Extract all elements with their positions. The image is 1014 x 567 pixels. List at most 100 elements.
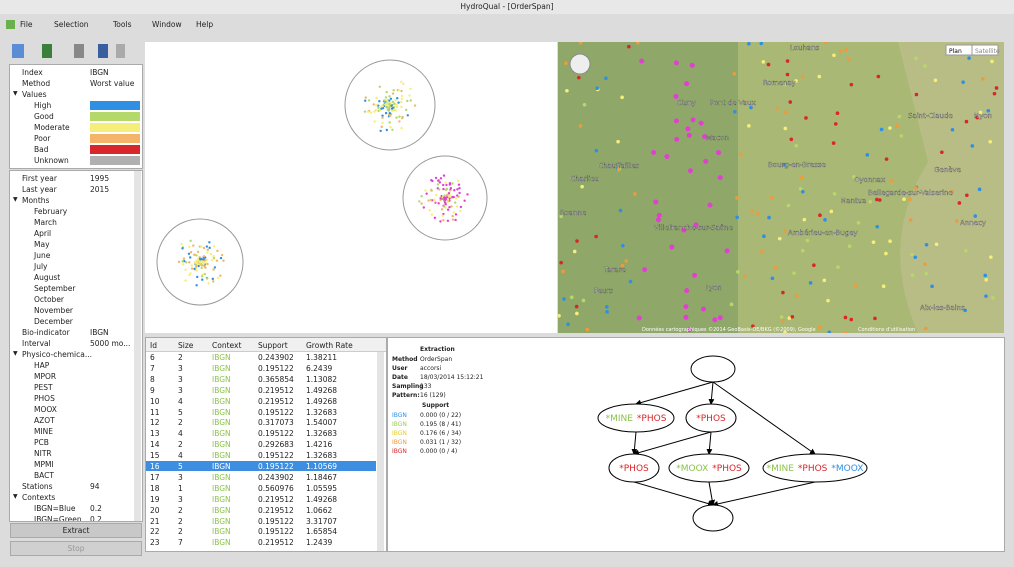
table-cell[interactable]: 1.32683 xyxy=(306,451,338,461)
table-cell[interactable]: IBGN xyxy=(212,385,231,395)
table-cell[interactable]: 23 xyxy=(150,538,160,548)
table-cell[interactable]: IBGN xyxy=(212,407,231,417)
table-cell[interactable]: 1.32683 xyxy=(306,429,338,439)
table-cell[interactable]: IBGN xyxy=(212,429,231,439)
table-cell[interactable]: 22 xyxy=(150,527,160,537)
toolbar[interactable] xyxy=(12,44,137,58)
table-cell[interactable]: IBGN xyxy=(212,472,231,482)
table-cell[interactable]: 1.49268 xyxy=(306,494,338,504)
table-cell[interactable]: 0.560976 xyxy=(258,483,294,493)
table-cell[interactable]: 1.2439 xyxy=(306,538,333,548)
table-cell[interactable]: 2 xyxy=(178,516,183,526)
table-cell[interactable]: 0.365854 xyxy=(258,374,294,384)
column-header[interactable]: Size xyxy=(178,341,194,350)
table-cell[interactable]: 0.219512 xyxy=(258,396,294,406)
table-cell[interactable]: 1 xyxy=(178,483,183,493)
table-cell[interactable]: 2 xyxy=(178,418,183,428)
table-cell[interactable]: 0.219512 xyxy=(258,538,294,548)
table-cell[interactable]: IBGN xyxy=(212,527,231,537)
menu-item[interactable]: Tools xyxy=(113,20,132,29)
table-cell[interactable]: 1.10569 xyxy=(306,462,338,471)
table-cell[interactable]: 1.49268 xyxy=(306,396,338,406)
table-cell[interactable]: 0.317073 xyxy=(258,418,294,428)
table-cell[interactable]: 1.65854 xyxy=(306,527,338,537)
button[interactable]: Stop xyxy=(10,541,142,556)
table-cell[interactable]: 4 xyxy=(178,451,183,461)
table-cell[interactable]: IBGN xyxy=(212,363,231,373)
table-cell[interactable]: 21 xyxy=(150,516,160,526)
table-cell[interactable]: 3 xyxy=(178,472,183,482)
table-cell[interactable]: IBGN xyxy=(212,483,231,493)
column-header[interactable]: Support xyxy=(258,341,288,350)
table-cell[interactable]: 9 xyxy=(150,385,155,395)
table-cell[interactable]: 0.219512 xyxy=(258,505,294,515)
table-cell[interactable]: 0.243902 xyxy=(258,353,294,362)
table-cell[interactable]: 1.4216 xyxy=(306,440,333,450)
table-cell[interactable]: IBGN xyxy=(212,353,231,362)
table-cell[interactable]: 3 xyxy=(178,374,183,384)
table-cell[interactable]: 3 xyxy=(178,363,183,373)
table-cell[interactable]: IBGN xyxy=(212,440,231,450)
table-cell[interactable]: 2 xyxy=(178,353,183,362)
table-cell[interactable]: 18 xyxy=(150,483,160,493)
table-cell[interactable]: 20 xyxy=(150,505,160,515)
table-cell[interactable]: IBGN xyxy=(212,538,231,548)
table-cell[interactable]: 16 xyxy=(150,462,160,471)
table-cell[interactable]: IBGN xyxy=(212,505,231,515)
table-cell[interactable]: 0.219512 xyxy=(258,385,294,395)
menu-item[interactable]: File xyxy=(20,20,33,29)
table-cell[interactable]: 4 xyxy=(178,429,183,439)
table-cell[interactable]: IBGN xyxy=(212,516,231,526)
table-cell[interactable]: 6 xyxy=(150,353,155,362)
table-cell[interactable]: 0.195122 xyxy=(258,516,294,526)
table-cell[interactable]: 15 xyxy=(150,451,160,461)
table-cell[interactable]: 0.195122 xyxy=(258,462,294,471)
menu-item[interactable]: Window xyxy=(152,20,182,29)
table-cell[interactable]: IBGN xyxy=(212,451,231,461)
table-cell[interactable]: 6.2439 xyxy=(306,363,333,373)
table-cell[interactable]: 0.195122 xyxy=(258,407,294,417)
table-cell[interactable]: 12 xyxy=(150,418,160,428)
table-cell[interactable]: 2 xyxy=(178,440,183,450)
table-cell[interactable]: IBGN xyxy=(212,396,231,406)
table-cell[interactable]: 3 xyxy=(178,494,183,504)
table-cell[interactable]: IBGN xyxy=(212,462,231,471)
table-cell[interactable]: 14 xyxy=(150,440,160,450)
column-header[interactable]: Growth Rate xyxy=(306,341,353,350)
table-cell[interactable]: IBGN xyxy=(212,374,231,384)
table-cell[interactable]: 0.195122 xyxy=(258,429,294,439)
table-cell[interactable]: 7 xyxy=(150,363,155,373)
table-cell[interactable]: 19 xyxy=(150,494,160,504)
table-cell[interactable]: 3.31707 xyxy=(306,516,338,526)
table-cell[interactable]: 7 xyxy=(178,538,183,548)
table-cell[interactable]: 2 xyxy=(178,505,183,515)
table-cell[interactable]: 0.219512 xyxy=(258,494,294,504)
table-cell[interactable]: 0.195122 xyxy=(258,451,294,461)
table-cell[interactable]: IBGN xyxy=(212,418,231,428)
table-cell[interactable]: 1.0662 xyxy=(306,505,333,515)
button[interactable]: Extract xyxy=(10,523,142,538)
table-cell[interactable]: 11 xyxy=(150,407,160,417)
table-cell[interactable]: 1.05595 xyxy=(306,483,338,493)
table-cell[interactable]: 5 xyxy=(178,407,183,417)
table-cell[interactable]: 0.195122 xyxy=(258,363,294,373)
table-cell[interactable]: IBGN xyxy=(212,494,231,504)
column-header[interactable]: Id xyxy=(150,341,157,350)
table-cell[interactable]: 1.38211 xyxy=(306,353,338,362)
table-cell[interactable]: 1.54007 xyxy=(306,418,338,428)
table-cell[interactable]: 1.49268 xyxy=(306,385,338,395)
table-cell[interactable]: 10 xyxy=(150,396,160,406)
table-cell[interactable]: 1.32683 xyxy=(306,407,338,417)
table-cell[interactable]: 8 xyxy=(150,374,155,384)
table-cell[interactable]: 1.13082 xyxy=(306,374,338,384)
menu-item[interactable]: Selection xyxy=(54,20,89,29)
table-cell[interactable]: 1.18467 xyxy=(306,472,338,482)
table-cell[interactable]: 0.292683 xyxy=(258,440,294,450)
table-cell[interactable]: 13 xyxy=(150,429,160,439)
table-cell[interactable]: 2 xyxy=(178,527,183,537)
menu-item[interactable]: Help xyxy=(196,20,214,29)
column-header[interactable]: Context xyxy=(212,341,242,350)
table-cell[interactable]: 0.195122 xyxy=(258,527,294,537)
table-cell[interactable]: 17 xyxy=(150,472,160,482)
table-cell[interactable]: 3 xyxy=(178,385,183,395)
